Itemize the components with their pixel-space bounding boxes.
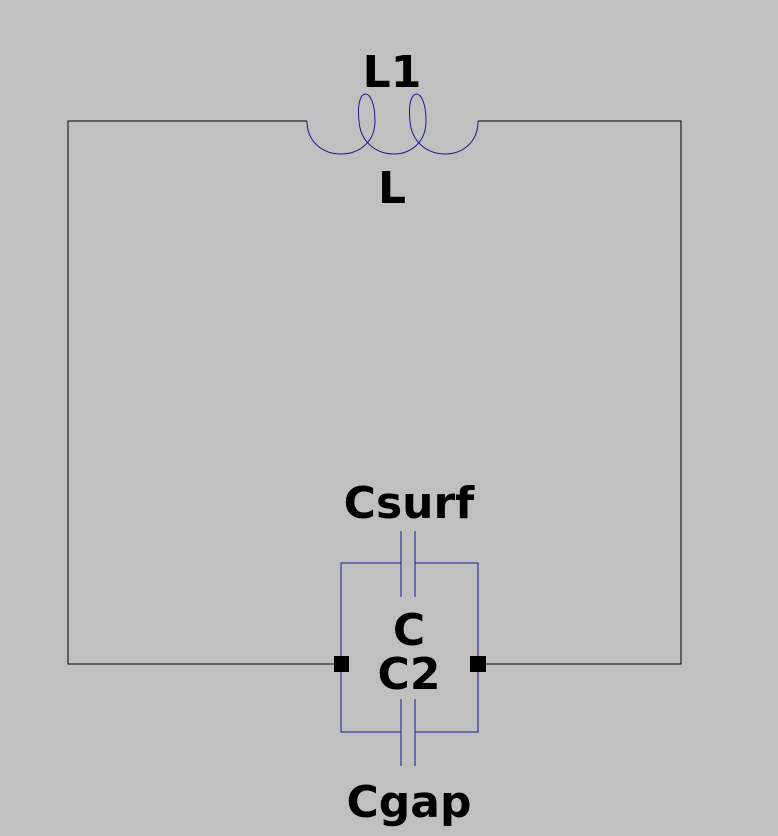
- main-loop-wires: [67, 120, 682, 665]
- inductor-coil: [306, 93, 479, 155]
- capacitor-network[interactable]: Csurf Cgap C C2: [334, 478, 486, 828]
- cgap-label: Cgap: [347, 777, 472, 828]
- inductor-value-label: L: [378, 163, 406, 214]
- wire-right-top: [478, 120, 682, 665]
- capacitor-name-label: C2: [378, 649, 441, 700]
- inductor-name-label: L1: [363, 47, 422, 98]
- terminal-right-pin[interactable]: [470, 656, 486, 672]
- cgap-lead-right: [415, 664, 479, 733]
- capacitor-csurf[interactable]: Csurf: [340, 478, 479, 664]
- wire-left-top: [67, 120, 341, 665]
- cgap-lead-left: [340, 664, 401, 733]
- csurf-lead-left: [340, 562, 401, 664]
- inductor-l1[interactable]: L1 L: [306, 47, 479, 214]
- csurf-label: Csurf: [344, 478, 476, 529]
- capacitor-value-label: C: [393, 605, 425, 656]
- terminal-left-pin[interactable]: [334, 656, 349, 672]
- capacitor-cgap[interactable]: Cgap: [340, 664, 479, 828]
- csurf-lead-right: [415, 562, 479, 664]
